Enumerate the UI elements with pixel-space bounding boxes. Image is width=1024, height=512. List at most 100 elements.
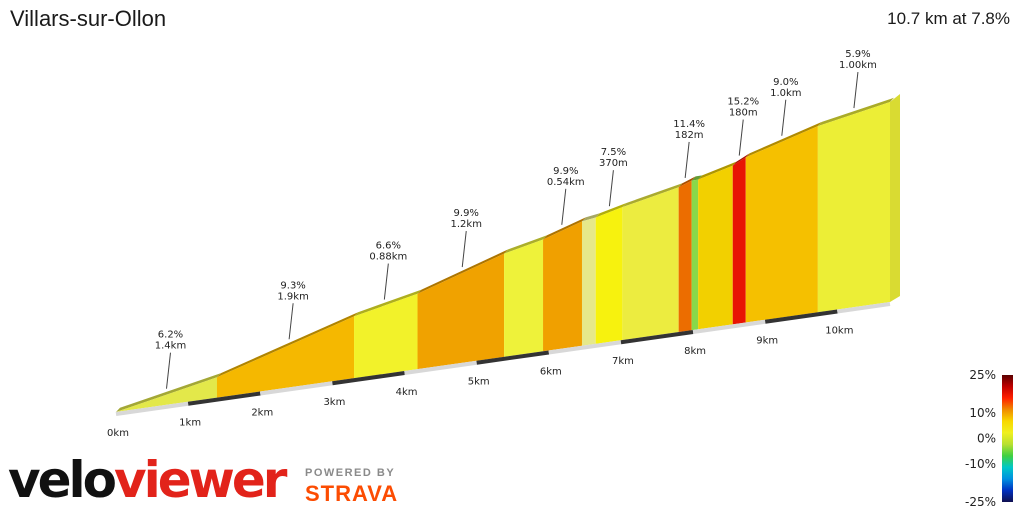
profile-segment-6 bbox=[581, 217, 596, 346]
profile-top-14 bbox=[817, 97, 894, 127]
logo-viewer-text: viewer bbox=[114, 451, 287, 509]
annotation-line-3 bbox=[461, 230, 467, 268]
annotation-distance-1: 1.9km bbox=[277, 291, 308, 302]
km-label-9: 9km bbox=[756, 336, 778, 347]
profile-top-5 bbox=[543, 217, 586, 240]
annotation-grade-5: 7.5% bbox=[601, 147, 626, 158]
profile-segment-13 bbox=[745, 126, 818, 323]
profile-top-1 bbox=[216, 312, 359, 378]
profile-end-cap bbox=[890, 94, 900, 302]
annotation-grade-6: 11.4% bbox=[673, 119, 705, 130]
km-band-6 bbox=[548, 340, 622, 355]
km-band-5 bbox=[476, 350, 550, 365]
km-label-1: 1km bbox=[179, 418, 201, 429]
km-label-5: 5km bbox=[468, 377, 490, 388]
annotation-distance-3: 1.2km bbox=[451, 219, 482, 230]
legend-tick-3: -10% bbox=[965, 457, 996, 471]
annotation-distance-9: 1.00km bbox=[839, 60, 877, 71]
annotation-line-9 bbox=[853, 71, 859, 109]
km-label-10: 10km bbox=[825, 325, 853, 336]
annotation-distance-8: 1.0km bbox=[770, 88, 801, 99]
profile-segment-8 bbox=[622, 187, 679, 341]
profile-base bbox=[115, 302, 891, 416]
annotation-grade-9: 5.9% bbox=[845, 49, 870, 60]
profile-segment-11 bbox=[698, 165, 733, 330]
km-band-8 bbox=[692, 319, 766, 334]
annotation-grade-1: 9.3% bbox=[280, 280, 305, 291]
annotation-distance-6: 182m bbox=[675, 130, 704, 141]
profile-top-10 bbox=[691, 175, 703, 181]
km-label-0: 0km bbox=[107, 428, 129, 439]
profile-segment-1 bbox=[216, 316, 355, 398]
annotation-line-0 bbox=[165, 352, 171, 389]
annotation-grade-8: 9.0% bbox=[773, 77, 798, 88]
annotation-distance-0: 1.4km bbox=[155, 341, 186, 352]
strava-logo: STRAVA bbox=[305, 481, 399, 506]
profile-top-4 bbox=[504, 235, 548, 254]
annotation-line-5 bbox=[608, 170, 614, 207]
km-band-3 bbox=[332, 371, 405, 386]
annotation-distance-2: 0.88km bbox=[369, 252, 407, 263]
annotation-line-1 bbox=[288, 303, 294, 340]
annotation-line-7 bbox=[738, 119, 744, 156]
profile-segment-14 bbox=[817, 102, 890, 313]
profile-top-8 bbox=[622, 183, 683, 208]
km-band-0 bbox=[115, 401, 189, 416]
km-label-7: 7km bbox=[612, 356, 634, 367]
powered-by-label: POWERED BY bbox=[305, 467, 396, 479]
annotation-grade-7: 15.2% bbox=[727, 97, 759, 108]
legend-tick-1: 10% bbox=[969, 406, 996, 420]
color-legend: 25% 10% 0% -10% -25% bbox=[965, 368, 1013, 509]
profile-segment-4 bbox=[504, 239, 544, 357]
annotation-grade-4: 9.9% bbox=[553, 166, 578, 177]
km-band-4 bbox=[404, 360, 477, 375]
legend-tick-2: 0% bbox=[977, 432, 996, 446]
profile-segment-12 bbox=[732, 157, 746, 325]
profile-segment-3 bbox=[417, 253, 505, 370]
profile-top-7 bbox=[595, 202, 627, 218]
profile-segment-2 bbox=[354, 293, 418, 379]
profile-segment-7 bbox=[595, 207, 623, 344]
km-axis: 0km 1km 2km 3km 4km 5km 6km 7km 8km 9km 10km bbox=[107, 325, 853, 439]
annotation-line-8 bbox=[781, 99, 787, 136]
annotation-line-4 bbox=[561, 188, 567, 225]
profile-top-0 bbox=[116, 373, 221, 412]
profile-top-6 bbox=[581, 213, 600, 222]
annotation-line-6 bbox=[684, 141, 690, 179]
profile-faces bbox=[116, 94, 900, 412]
profile-top-3 bbox=[417, 249, 509, 294]
annotation-line-2 bbox=[383, 263, 389, 300]
annotation-distance-4: 0.54km bbox=[547, 177, 585, 188]
veloviewer-logo: veloviewer bbox=[8, 450, 287, 510]
annotation-distance-7: 180m bbox=[729, 108, 758, 119]
km-label-8: 8km bbox=[684, 346, 706, 357]
profile-top-9 bbox=[678, 176, 696, 188]
profile-segment-0 bbox=[116, 377, 217, 412]
profile-top-13 bbox=[745, 121, 822, 158]
profile-top-12 bbox=[732, 153, 750, 166]
km-label-2: 2km bbox=[251, 407, 273, 418]
legend-color-bar bbox=[1002, 375, 1013, 502]
profile-segment-5 bbox=[543, 221, 582, 352]
page-title: Villars-sur-Ollon bbox=[10, 6, 167, 31]
profile-segment-9 bbox=[678, 180, 692, 333]
annotation-grade-0: 6.2% bbox=[158, 330, 183, 341]
annotation-grade-3: 9.9% bbox=[454, 208, 479, 219]
km-band-9 bbox=[764, 309, 838, 324]
legend-tick-4: -25% bbox=[965, 495, 996, 509]
km-band-2 bbox=[259, 381, 333, 396]
annotation-distance-5: 370m bbox=[599, 158, 628, 169]
annotations: 6.2%1.4km9.3%1.9km6.6%0.88km9.9%1.2km9.9… bbox=[155, 49, 877, 389]
legend-tick-0: 25% bbox=[969, 368, 996, 382]
km-label-6: 6km bbox=[540, 366, 562, 377]
km-band-10 bbox=[837, 302, 891, 314]
annotation-grade-2: 6.6% bbox=[376, 241, 401, 252]
km-band-1 bbox=[187, 391, 261, 406]
profile-top-11 bbox=[698, 161, 737, 180]
logo-velo-text: velo bbox=[8, 451, 117, 509]
profile-segment-10 bbox=[691, 179, 699, 331]
km-label-3: 3km bbox=[323, 397, 345, 408]
km-band-7 bbox=[620, 330, 694, 345]
km-label-4: 4km bbox=[396, 387, 418, 398]
